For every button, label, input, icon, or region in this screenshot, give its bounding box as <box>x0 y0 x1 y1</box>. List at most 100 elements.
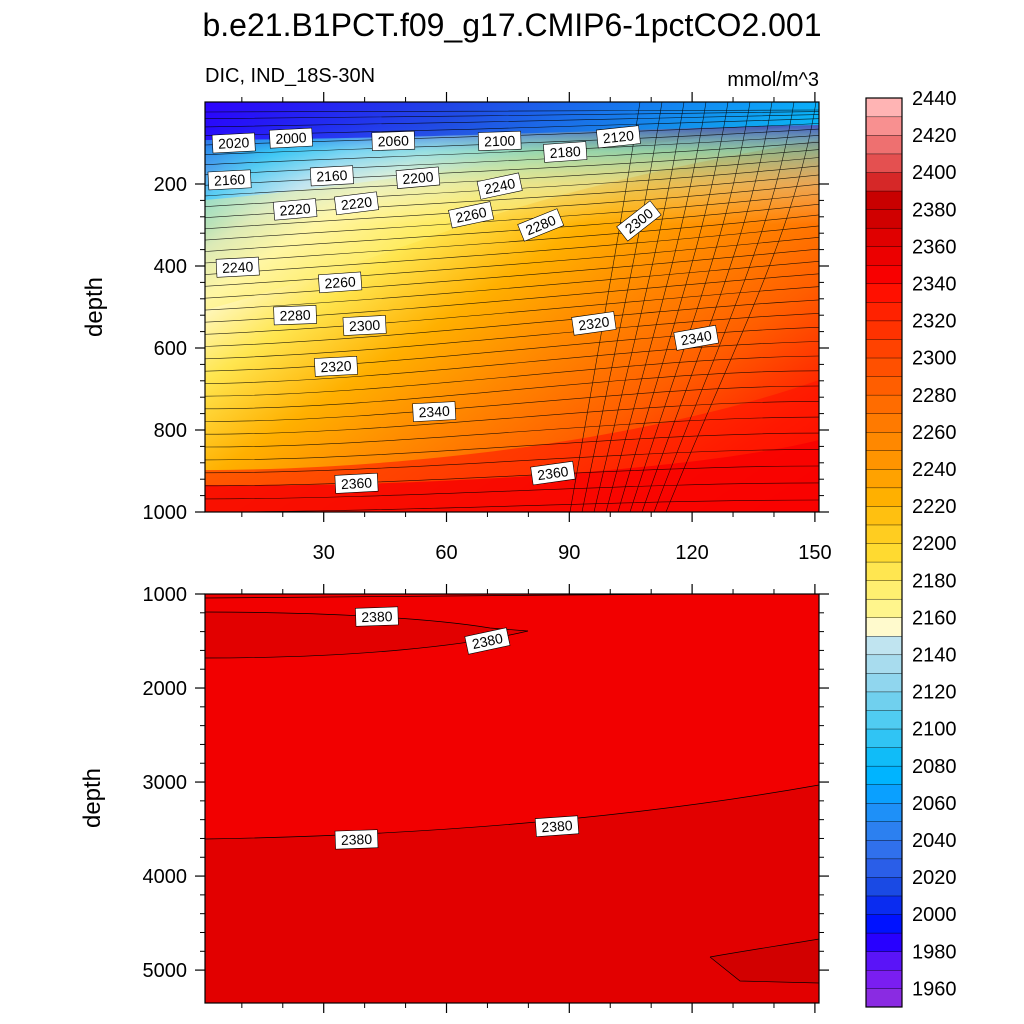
upper-contour-line <box>205 327 819 372</box>
contour-label-text: 2120 <box>602 127 635 146</box>
colorbar-swatch <box>865 394 903 414</box>
upper-contour-line <box>205 416 819 448</box>
colorbar-swatch <box>865 988 903 1008</box>
contour-label-box <box>273 305 317 326</box>
colorbar-tick-label: 2340 <box>912 274 957 296</box>
colorbar-swatch <box>865 264 903 285</box>
contour-label-text: 2280 <box>279 307 311 324</box>
contour-label: 2120 <box>596 125 641 149</box>
xtick-label: 120 <box>675 542 708 564</box>
contour-label-text: 2240 <box>222 258 254 276</box>
contour-label-text: 2380 <box>541 817 573 835</box>
contour-label-text: 2340 <box>679 327 713 348</box>
contour-label: 2320 <box>314 355 358 377</box>
contour-label-box <box>371 130 416 151</box>
contour-label-box <box>342 315 387 336</box>
colorbar-swatch <box>865 357 903 377</box>
colorbar-swatch <box>865 765 903 785</box>
colorbar-swatch <box>865 784 903 804</box>
colorbar-swatch <box>865 543 903 563</box>
lower-upper-lens <box>205 612 528 658</box>
upper-contour-line <box>205 149 819 186</box>
upper-contour-line <box>205 432 819 461</box>
upper-contour-line <box>205 203 819 252</box>
colorbar-swatch <box>865 171 903 192</box>
upper-contour-line <box>205 449 819 474</box>
lower-bottom-lens <box>710 939 819 983</box>
contour-label-box <box>272 198 318 221</box>
upper-contour-line <box>205 248 819 299</box>
upper-contour-line <box>205 225 819 275</box>
contour-label-text: 2320 <box>577 313 610 333</box>
contour-label-box <box>318 271 363 294</box>
contour-label-text: 2380 <box>361 608 393 625</box>
upper-contour-line <box>205 385 819 422</box>
lower-contour-line <box>709 956 819 984</box>
xtick-label: 150 <box>798 542 831 564</box>
ytick-label: 800 <box>154 420 187 442</box>
contour-label: 2240 <box>215 256 260 278</box>
upper-contour-line <box>617 102 729 512</box>
colorbar-swatch <box>865 97 903 118</box>
colorbar-swatch <box>865 227 903 247</box>
contour-label-text: 2160 <box>214 171 246 189</box>
colorbar-swatch <box>865 190 903 210</box>
colorbar-swatch <box>865 468 903 489</box>
upper-contour-line <box>205 465 819 487</box>
contour-label-text: 2260 <box>324 273 356 291</box>
upper-contour-line <box>205 299 819 347</box>
lower-contour-line <box>205 594 745 599</box>
colorbar-tick-label: 2000 <box>912 904 957 926</box>
contour-label: 2240 <box>476 172 523 200</box>
colorbar-swatch <box>865 524 903 544</box>
upper-contour-line <box>653 102 795 512</box>
contour-label-box <box>596 125 641 149</box>
ytick-label: 1000 <box>143 584 188 606</box>
ytick-label: 200 <box>154 174 187 196</box>
contour-label-box <box>448 201 495 229</box>
contour-label: 2180 <box>543 141 588 163</box>
subtitle-units: mmol/m^3 <box>727 69 819 91</box>
contour-label-text: 2180 <box>549 143 581 161</box>
upper-contour-line <box>205 286 819 335</box>
chart-title: b.e21.B1PCT.f09_g17.CMIP6-1pctCO2.001 <box>202 7 821 43</box>
contour-label-text: 2360 <box>536 463 569 483</box>
colorbar-tick-label: 2180 <box>912 570 957 592</box>
colorbar-swatch <box>865 505 903 526</box>
contour-label-box <box>673 324 719 351</box>
colorbar-tick-label: 2080 <box>912 756 957 778</box>
contour-label-text: 2320 <box>320 358 352 376</box>
colorbar-swatch <box>865 932 903 952</box>
colorbar-swatch <box>865 728 903 748</box>
xtick-label: 30 <box>313 542 335 564</box>
upper-contour-line <box>593 102 685 512</box>
contour-label-text: 2300 <box>349 317 381 335</box>
colorbar-swatch <box>865 153 903 173</box>
ytick-label: 600 <box>154 338 187 360</box>
colorbar-swatch <box>865 376 903 396</box>
ytick-label: 1000 <box>143 502 188 524</box>
colorbar-swatch <box>865 209 903 229</box>
colorbar-swatch <box>865 876 903 897</box>
colorbar-tick-label: 2200 <box>912 533 957 555</box>
contour-label: 2320 <box>571 311 617 336</box>
colorbar-swatch <box>865 450 903 470</box>
upper-contour-line <box>205 141 819 176</box>
lower-axes: 1000 2000 3000 4000 5000 <box>143 584 829 1013</box>
contour-label-box <box>571 311 617 336</box>
colorbar-tick-label: 2020 <box>912 867 957 889</box>
upper-contour-line <box>205 482 819 500</box>
colorbar-swatch <box>865 951 903 971</box>
colorbar-swatch <box>865 747 903 767</box>
contour-label-text: 2020 <box>218 134 250 152</box>
upper-contour-line <box>205 313 819 360</box>
contour-label-box <box>476 172 523 200</box>
lower-contour-labels: 2380 2380 2380 2380 <box>334 606 580 850</box>
contour-label: 2220 <box>334 191 379 216</box>
contour-label-text: 2100 <box>484 132 516 149</box>
contour-label-text: 2000 <box>275 129 307 147</box>
colorbar-swatch <box>865 338 903 359</box>
upper-contour-line <box>629 102 751 512</box>
colorbar-swatch <box>865 914 903 934</box>
upper-axes: 200 400 600 800 1000 30 60 90 120 150 <box>143 92 832 564</box>
